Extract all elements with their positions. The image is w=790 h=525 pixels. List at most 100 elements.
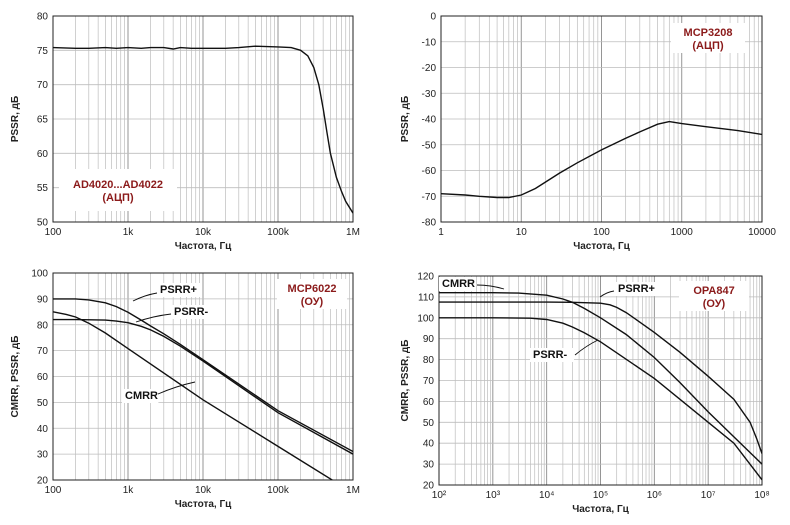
y-tick-label: -40 <box>422 115 437 126</box>
y-tick-label: 60 <box>37 149 49 160</box>
x-tick-label: 100 <box>593 227 610 238</box>
y-tick-label: -50 <box>422 140 437 151</box>
y-tick-label: 75 <box>37 46 49 57</box>
badge-text: AD4020...AD4022 <box>73 179 163 191</box>
y-tick-label: -10 <box>422 37 437 48</box>
x-tick-label: 100 <box>45 485 62 496</box>
y-tick-label: 50 <box>37 218 49 229</box>
curve-label: CMRR <box>125 390 158 402</box>
chart-mcp3208: MCP3208(АЦП) 1 10 100 1000 10000 -80 -70 -60 -50 -… <box>400 12 776 253</box>
x-axis-label: Частота, Гц <box>175 241 232 252</box>
x-tick-label: 1000 <box>671 227 694 238</box>
x-tick-label: 10 <box>516 227 528 238</box>
label-bg <box>171 305 215 319</box>
plot-frame <box>438 275 763 486</box>
y-tick-label: 100 <box>31 269 48 280</box>
label-leader <box>135 313 172 323</box>
x-tick-label: 1M <box>346 227 360 238</box>
x-tick-label: 10000 <box>748 227 776 238</box>
y-tick-label: 120 <box>417 272 434 283</box>
curve-label: PSRR- <box>533 349 568 361</box>
y-tick-label: 20 <box>423 481 435 492</box>
x-tick-label: 100 <box>45 227 62 238</box>
x-tick-label: 10² <box>432 490 447 501</box>
y-tick-label: -20 <box>422 63 437 74</box>
chart-mcp6022: PSRR+ PSRR- CMRR MCP6022(ОУ) 100 1k 10k 100k 1M 2… <box>10 269 360 511</box>
y-tick-label: 40 <box>37 424 49 435</box>
x-tick-label: 10⁸ <box>754 490 769 501</box>
series-line-psrr <box>53 318 353 455</box>
x-tick-label: 10⁶ <box>647 490 662 501</box>
badge-text: OPA847 <box>693 285 734 297</box>
badge-bg <box>277 279 347 309</box>
y-tick-label: 80 <box>423 355 435 366</box>
label-leader <box>132 292 158 302</box>
x-axis-label: Частота, Гц <box>175 499 232 510</box>
y-tick-label: 80 <box>37 320 49 331</box>
x-tick-label: 10³ <box>486 490 501 501</box>
series-line-pssr <box>53 45 353 214</box>
x-tick-label: 1M <box>346 485 360 496</box>
y-tick-label: 60 <box>37 372 49 383</box>
badge-text: MCP3208 <box>684 27 733 39</box>
y-tick-label: 80 <box>37 12 49 23</box>
series-line-psrr <box>439 301 762 454</box>
chart-ad4020: AD4020...AD4022(АЦП) 100 1k 10k 100k 1M 50 55 60… <box>10 12 360 253</box>
y-tick-label: 55 <box>37 183 49 194</box>
x-axis-label: Частота, Гц <box>572 504 629 515</box>
y-tick-label: 50 <box>37 398 49 409</box>
curve-label: PSRR+ <box>160 284 197 296</box>
y-tick-label: 70 <box>37 80 49 91</box>
label-leader <box>574 339 599 356</box>
y-tick-label: 70 <box>423 376 435 387</box>
label-bg <box>530 348 574 362</box>
x-axis-label: Частота, Гц <box>573 241 630 252</box>
label-bg <box>615 282 659 296</box>
series-line-pssr <box>441 120 762 199</box>
label-bg <box>157 283 201 297</box>
y-tick-label: 70 <box>37 346 49 357</box>
curve-label: CMRR <box>442 278 475 290</box>
chart-opa847: CMRR PSRR+ PSRR- OPA847(ОУ) 10² 10³ 10⁴ 10⁵ 10⁶ 1… <box>400 272 770 516</box>
x-tick-label: 1k <box>123 227 135 238</box>
y-axis-label: CMRR, PSSR, дБ <box>10 336 21 418</box>
label-leader <box>476 284 505 290</box>
curve-label: PSRR+ <box>618 283 655 295</box>
x-tick-label: 10k <box>195 485 212 496</box>
y-tick-label: -60 <box>422 166 437 177</box>
badge-bg <box>59 169 177 211</box>
y-axis-label: PSSR, дБ <box>400 96 411 142</box>
y-tick-label: 90 <box>37 294 49 305</box>
x-tick-label: 10⁴ <box>539 490 554 501</box>
y-tick-label: 30 <box>37 450 49 461</box>
series-line-cmrr <box>439 292 762 465</box>
plot-frame <box>52 272 354 481</box>
y-tick-label: -70 <box>422 192 437 203</box>
series-line-psrr <box>439 317 762 481</box>
y-tick-label: 100 <box>417 313 434 324</box>
x-tick-label: 10⁷ <box>701 490 716 501</box>
series-line-cmrr <box>53 311 334 480</box>
y-tick-label: 40 <box>423 439 435 450</box>
y-tick-label: -30 <box>422 89 437 100</box>
y-tick-label: 60 <box>423 397 435 408</box>
x-tick-label: 100k <box>267 485 290 496</box>
badge-text: (ОУ) <box>301 296 324 308</box>
label-bg <box>439 277 476 291</box>
badge-text: (АЦП) <box>102 192 134 204</box>
plot-frame <box>52 15 354 223</box>
y-tick-label: -80 <box>422 218 437 229</box>
label-leader <box>157 381 196 395</box>
badge-text: MCP6022 <box>288 283 337 295</box>
curve-label: PSRR- <box>174 306 209 318</box>
x-tick-label: 100k <box>267 227 290 238</box>
badge-text: (АЦП) <box>692 40 724 52</box>
label-leader <box>599 290 615 298</box>
y-tick-label: 50 <box>423 418 435 429</box>
x-tick-label: 10k <box>195 227 212 238</box>
label-bg <box>122 389 159 403</box>
badge-bg <box>671 23 745 53</box>
x-tick-label: 10⁵ <box>593 490 608 501</box>
